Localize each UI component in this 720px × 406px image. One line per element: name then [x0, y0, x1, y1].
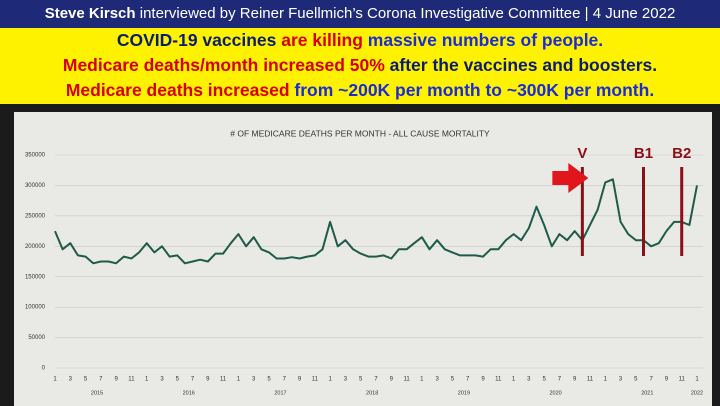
headline: Medicare deaths/month increased 50% afte… — [0, 53, 720, 78]
headline-segment: COVID-19 vaccines — [116, 30, 282, 50]
x-tick-label: 1 — [604, 377, 608, 383]
chart: # OF MEDICARE DEATHS PER MONTH - ALL CAU… — [14, 112, 712, 406]
x-tick-label: 11 — [587, 377, 594, 383]
x-tick-label: 3 — [344, 377, 348, 383]
annotation-label: B1 — [634, 145, 653, 162]
x-tick-label: 7 — [191, 377, 195, 383]
x-tick-label: 3 — [527, 377, 531, 383]
headline-segment: interviewed by Reiner Fuellmich’s Corona… — [135, 5, 676, 22]
x-tick-label: 11 — [128, 377, 135, 383]
y-tick-label: 250000 — [25, 213, 46, 219]
year-label: 2016 — [183, 390, 195, 396]
x-tick-label: 5 — [542, 377, 546, 383]
y-tick-label: 300000 — [25, 183, 46, 189]
x-tick-label: 7 — [374, 377, 378, 383]
x-tick-label: 5 — [176, 377, 180, 383]
x-tick-label: 3 — [619, 377, 623, 383]
chart-title: # OF MEDICARE DEATHS PER MONTH - ALL CAU… — [230, 128, 490, 138]
x-tick-label: 1 — [420, 377, 424, 383]
headline-segment: from ~200K per month to ~300K per month. — [294, 80, 655, 100]
x-tick-label: 5 — [359, 377, 363, 383]
headline-segment: massive numbers of people. — [362, 30, 604, 50]
x-tick-label: 7 — [99, 377, 103, 383]
x-tick-label: 11 — [220, 377, 227, 383]
x-tick-label: 3 — [435, 377, 439, 383]
arrow — [552, 163, 589, 193]
y-tick-label: 0 — [42, 366, 46, 372]
x-tick-label: 3 — [160, 377, 164, 383]
header-bar: Steve Kirsch interviewed by Reiner Fuell… — [0, 0, 720, 28]
headline-segment: after the vaccines and boosters. — [384, 55, 658, 75]
year-label: 2020 — [549, 390, 561, 396]
year-label: 2021 — [641, 390, 653, 396]
x-tick-label: 1 — [145, 377, 149, 383]
data-line — [54, 178, 698, 265]
year-label: 2017 — [274, 390, 286, 396]
y-tick-label: 350000 — [25, 153, 46, 159]
year-label: 2018 — [366, 390, 378, 396]
x-tick-label: 1 — [328, 377, 332, 383]
x-tick-label: 9 — [298, 377, 302, 383]
x-tick-label: 1 — [53, 377, 57, 383]
year-label: 2019 — [458, 390, 470, 396]
x-tick-label: 1 — [237, 377, 241, 383]
x-tick-label: 7 — [283, 377, 287, 383]
x-tick-label: 5 — [451, 377, 455, 383]
year-label: 2015 — [91, 390, 103, 396]
chart-panel — [14, 112, 712, 406]
y-tick-label: 100000 — [25, 305, 46, 311]
x-tick-label: 11 — [495, 377, 502, 383]
x-tick-label: 1 — [695, 377, 699, 383]
x-tick-label: 11 — [679, 377, 686, 383]
y-tick-label: 50000 — [28, 335, 45, 341]
x-tick-label: 9 — [573, 377, 577, 383]
x-tick-label: 9 — [390, 377, 394, 383]
x-tick-label: 3 — [252, 377, 256, 383]
headline-segment: Medicare deaths increased — [65, 80, 295, 100]
x-tick-label: 9 — [114, 377, 118, 383]
annotation-label: V — [577, 145, 587, 162]
x-tick-label: 9 — [481, 377, 485, 383]
x-tick-label: 7 — [649, 377, 653, 383]
headline-segment: Medicare deaths/month increased 50% — [62, 55, 385, 75]
x-tick-label: 5 — [634, 377, 638, 383]
headline-segment: are killing — [281, 30, 363, 50]
x-tick-label: 3 — [69, 377, 73, 383]
x-tick-label: 9 — [206, 377, 210, 383]
annotation-label: B2 — [672, 145, 691, 162]
x-tick-label: 9 — [665, 377, 669, 383]
headline-segment: Steve Kirsch — [44, 5, 136, 22]
x-tick-label: 11 — [312, 377, 319, 383]
y-tick-label: 200000 — [25, 244, 46, 250]
headline: Medicare deaths increased from ~200K per… — [0, 78, 720, 103]
x-tick-label: 5 — [267, 377, 271, 383]
headline: COVID-19 vaccines are killing massive nu… — [0, 28, 720, 53]
year-label: 2022 — [691, 390, 703, 396]
x-tick-label: 7 — [466, 377, 470, 383]
x-tick-label: 11 — [403, 377, 410, 383]
x-tick-label: 7 — [558, 377, 562, 383]
y-tick-label: 150000 — [25, 274, 46, 280]
x-tick-label: 1 — [512, 377, 516, 383]
headline-box: COVID-19 vaccines are killing massive nu… — [0, 28, 720, 104]
x-tick-label: 5 — [84, 377, 88, 383]
